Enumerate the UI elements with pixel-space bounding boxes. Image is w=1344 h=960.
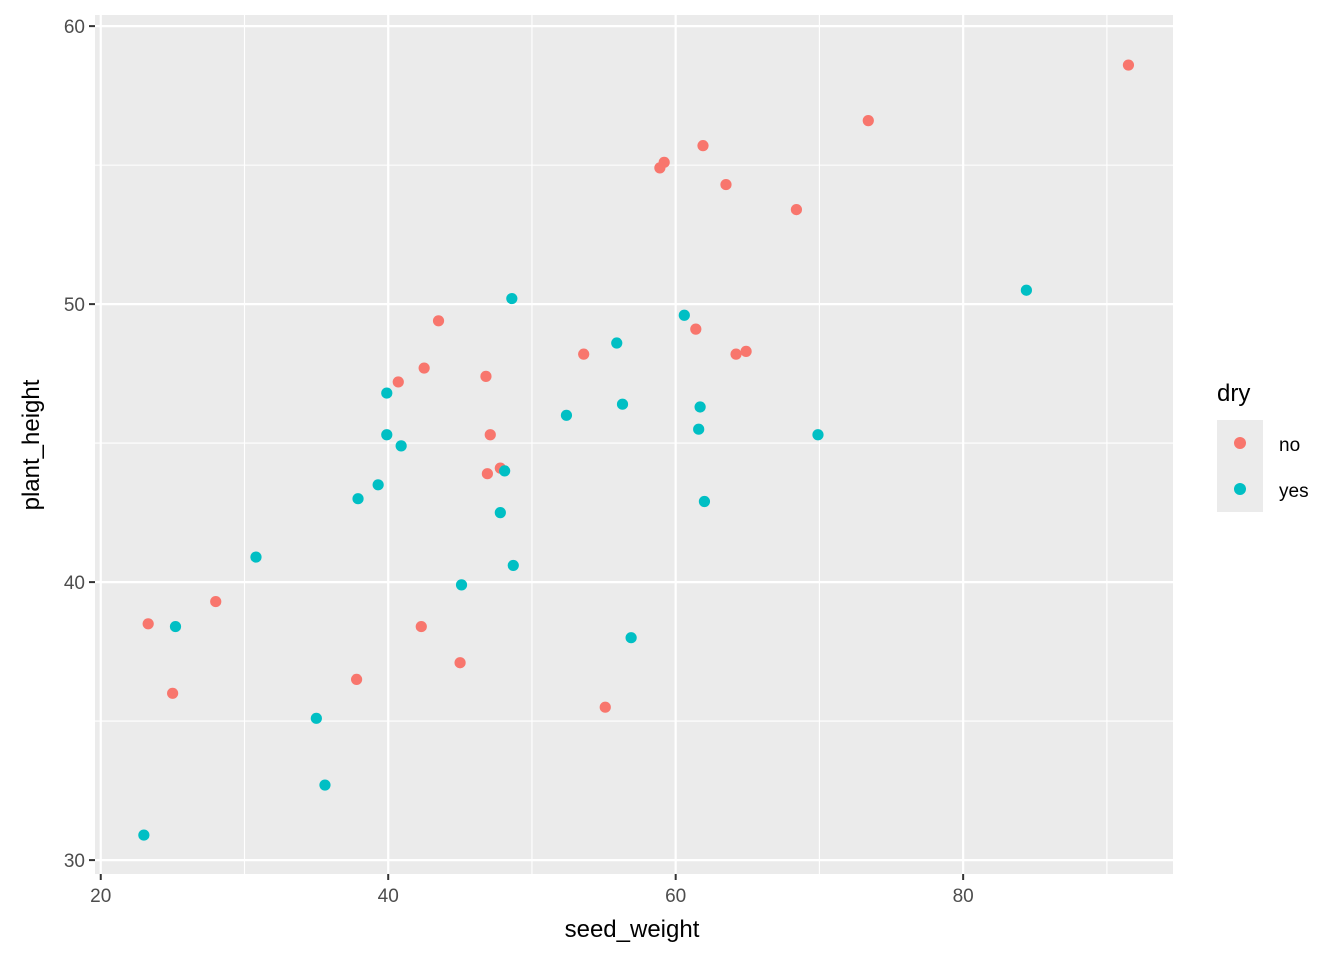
plot-panel <box>95 15 1173 874</box>
point-no <box>484 429 496 441</box>
y-tick-label: 40 <box>64 573 85 594</box>
point-no <box>418 362 430 374</box>
point-yes <box>698 495 711 508</box>
point-yes <box>1020 284 1032 296</box>
data-points <box>138 59 1135 841</box>
x-tick-label: 40 <box>378 886 399 907</box>
point-no <box>392 376 404 388</box>
point-yes <box>169 620 182 633</box>
legend-label-yes: yes <box>1279 481 1309 502</box>
point-yes <box>616 398 629 410</box>
major-grid <box>95 15 1173 874</box>
point-no <box>480 370 492 382</box>
point-yes <box>678 309 690 321</box>
y-axis-title: plant_height <box>18 379 45 510</box>
point-no <box>790 203 803 216</box>
point-no <box>454 657 466 669</box>
point-no <box>690 323 702 335</box>
point-yes <box>352 493 364 505</box>
point-no <box>210 595 222 608</box>
minor-grid <box>95 15 1173 874</box>
x-tick-label: 20 <box>90 886 111 907</box>
y-tick-label: 60 <box>64 17 85 38</box>
point-yes <box>310 712 322 724</box>
point-yes <box>560 409 573 421</box>
y-axis: 30 40 50 60 <box>64 17 95 872</box>
point-yes <box>694 401 706 413</box>
point-no <box>599 701 611 713</box>
point-yes <box>812 429 824 441</box>
point-no <box>481 468 493 480</box>
point-yes <box>506 292 518 305</box>
x-axis: 20 40 60 80 <box>90 874 974 907</box>
point-yes <box>625 632 637 644</box>
point-yes <box>381 429 393 441</box>
x-tick-label: 80 <box>953 886 974 907</box>
x-axis-title: seed_weight <box>565 916 700 943</box>
point-yes <box>693 423 705 435</box>
y-tick-label: 50 <box>64 295 85 316</box>
point-yes <box>611 337 623 349</box>
point-no <box>1122 59 1135 71</box>
point-no <box>730 348 742 360</box>
legend-marker-no <box>1234 437 1246 449</box>
legend: dry no yes <box>1217 380 1309 512</box>
legend-title: dry <box>1217 380 1250 407</box>
point-yes <box>494 507 506 519</box>
point-yes <box>499 465 511 477</box>
point-no <box>697 140 709 152</box>
point-no <box>654 162 666 174</box>
point-yes <box>372 479 384 491</box>
y-tick-label: 30 <box>64 851 85 872</box>
point-yes <box>455 579 468 591</box>
point-no <box>167 687 179 699</box>
legend-label-no: no <box>1279 435 1300 456</box>
point-yes <box>507 559 519 572</box>
point-yes <box>138 829 150 841</box>
point-yes <box>381 387 393 399</box>
point-no <box>432 315 445 327</box>
point-no <box>350 673 363 686</box>
x-tick-label: 60 <box>665 886 686 907</box>
legend-marker-yes <box>1234 483 1246 495</box>
point-no <box>142 618 154 630</box>
point-no <box>415 620 427 633</box>
point-yes <box>250 551 262 563</box>
point-no <box>578 348 590 360</box>
point-no <box>720 178 732 191</box>
point-no <box>862 115 874 127</box>
point-yes <box>395 440 407 452</box>
point-yes <box>319 779 331 791</box>
point-no <box>740 345 752 357</box>
